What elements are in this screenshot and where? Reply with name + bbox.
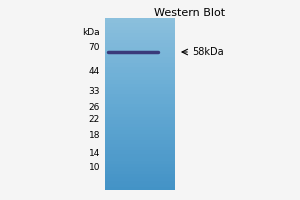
Text: 26: 26 <box>88 104 100 112</box>
Text: 10: 10 <box>88 164 100 172</box>
Text: 22: 22 <box>89 116 100 124</box>
Text: kDa: kDa <box>82 28 100 37</box>
Text: 70: 70 <box>88 43 100 51</box>
Text: 33: 33 <box>88 88 100 97</box>
Text: 58kDa: 58kDa <box>192 47 224 57</box>
Text: Western Blot: Western Blot <box>154 8 226 18</box>
Text: 44: 44 <box>89 68 100 76</box>
Text: 14: 14 <box>88 148 100 158</box>
Text: 18: 18 <box>88 130 100 140</box>
